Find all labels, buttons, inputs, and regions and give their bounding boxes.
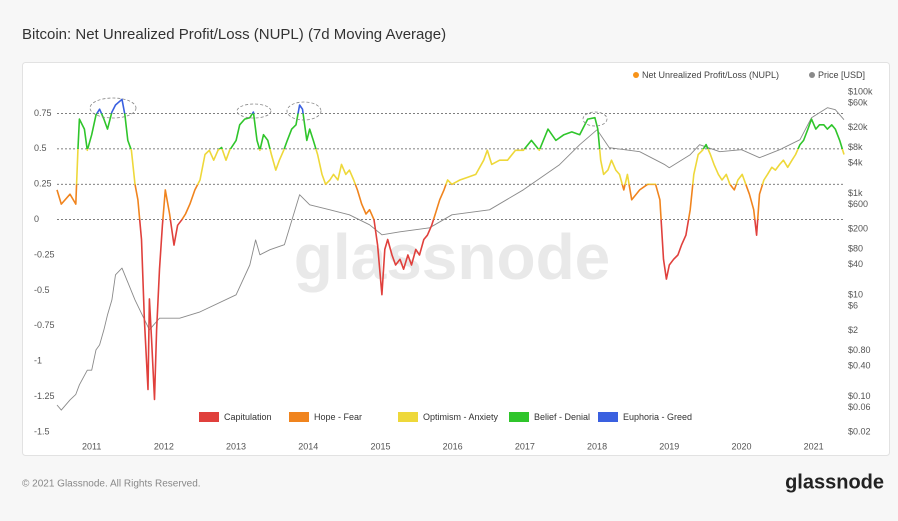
x-tick-label: 2016 [443,441,463,451]
y-tick-label: -0.75 [34,320,55,330]
y2-tick-label: $0.40 [848,360,871,370]
y2-tick-label: $2 [848,325,858,335]
y2-tick-label: $0.10 [848,391,871,401]
x-tick-label: 2019 [659,441,679,451]
y2-tick-label: $6 [848,301,858,311]
y-tick-label: 0.5 [34,143,47,153]
x-tick-label: 2011 [82,441,101,451]
y-tick-label: 0 [34,214,39,224]
price-line [56,107,845,411]
zone-legend-label: Belief - Denial [534,412,590,422]
logo: glassnode [785,471,884,493]
y-tick-label: 0.25 [34,179,52,189]
y-tick-label: -1.25 [34,391,55,401]
x-tick-label: 2018 [587,441,607,451]
y2-tick-label: $10 [848,289,863,299]
y-tick-label: -1 [34,356,42,366]
y2-tick-label: $40 [848,259,863,269]
zone-legend-swatch [398,412,418,422]
y2-tick-label: $8k [848,142,863,152]
x-tick-label: 2017 [515,441,535,451]
y2-tick-label: $100k [848,86,873,96]
y2-tick-label: $0.02 [848,426,871,436]
x-tick-label: 2020 [731,441,751,451]
y-tick-label: -0.25 [34,249,55,259]
legend-label: Price [USD] [818,70,865,80]
zone-legend-swatch [289,412,309,422]
y2-tick-label: $0.80 [848,345,871,355]
y2-tick-label: $200 [848,223,868,233]
legend-marker [809,72,815,78]
y2-tick-label: $1k [848,188,863,198]
x-tick-label: 2015 [370,441,390,451]
y2-tick-label: $60k [848,98,868,108]
y-tick-label: -1.5 [34,426,50,436]
y2-tick-label: $80 [848,244,863,254]
zone-legend-swatch [598,412,618,422]
zone-legend-swatch [509,412,529,422]
x-tick-label: 2013 [226,441,246,451]
peak-ellipse [286,101,322,121]
legend-label: Net Unrealized Profit/Loss (NUPL) [642,70,779,80]
peak-ellipse [582,111,608,127]
peak-ellipse [89,97,137,119]
zone-legend-label: Hope - Fear [314,412,362,422]
copyright: © 2021 Glassnode. All Rights Reserved. [22,479,201,490]
legend-marker [633,72,639,78]
zone-legend-label: Capitulation [224,412,272,422]
chart-title: Bitcoin: Net Unrealized Profit/Loss (NUP… [22,26,446,43]
zone-legend-label: Euphoria - Greed [623,412,692,422]
x-tick-label: 2021 [804,441,824,451]
zone-legend-swatch [199,412,219,422]
x-tick-label: 2012 [154,441,174,451]
watermark: glassnode [294,221,611,293]
y2-tick-label: $4k [848,157,863,167]
peak-ellipse [236,103,272,119]
peak-annotations [89,97,608,127]
y2-tick-label: $20k [848,122,868,132]
chart-panel [22,62,890,456]
x-tick-label: 2014 [298,441,318,451]
y2-tick-label: $600 [848,199,868,209]
y-tick-label: -0.5 [34,285,50,295]
y-tick-label: 0.75 [34,108,52,118]
zone-legend-label: Optimism - Anxiety [423,412,499,422]
y2-tick-label: $0.06 [848,402,871,412]
plot-area: 0.75 0.5 0.25 0 -0.25 -0.5 -0.75 -1 -1.25 -1.5 $10… [34,70,873,452]
nupl-line [56,98,845,401]
